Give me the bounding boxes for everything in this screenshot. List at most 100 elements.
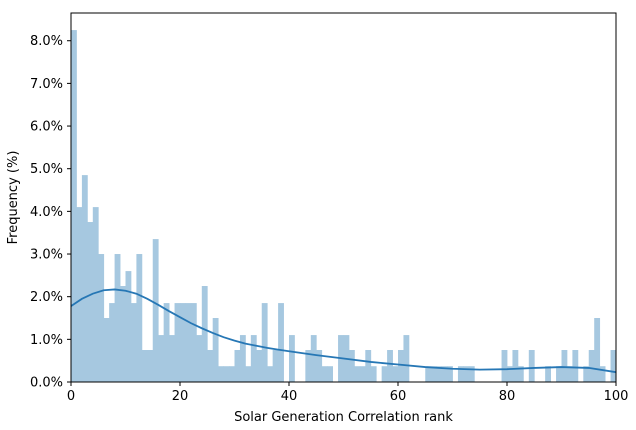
histogram-bar <box>430 366 437 382</box>
histogram-bar <box>556 366 562 382</box>
histogram-bar <box>103 318 110 382</box>
histogram-bar <box>272 350 279 382</box>
plot-area-frame <box>70 12 617 383</box>
histogram-bar <box>512 350 519 382</box>
histogram-bar <box>501 350 508 382</box>
histogram-bar <box>98 254 105 382</box>
histogram-bar <box>370 366 377 382</box>
histogram-bar <box>447 366 453 382</box>
histogram-bar <box>152 239 159 382</box>
histogram-bar <box>425 366 432 382</box>
histogram-bar <box>398 350 404 382</box>
histogram-bar <box>594 318 601 382</box>
histogram-bar <box>76 207 83 382</box>
histogram-bar <box>403 335 410 382</box>
histogram-bar <box>359 366 366 382</box>
histogram-bar <box>136 254 143 382</box>
histogram-bar <box>169 335 175 382</box>
histogram-bar <box>174 303 181 382</box>
histogram-bar <box>457 366 464 382</box>
histogram-bar <box>158 335 165 382</box>
histogram-bar <box>185 303 192 382</box>
histogram-bar <box>256 350 263 382</box>
histogram-bar <box>583 366 590 382</box>
histogram-bar <box>201 286 208 382</box>
histogram-bar <box>196 335 203 382</box>
y-axis-ticks: 0.0% 1.0% 2.0% 3.0% 4.0% 5.0% 6.0% 7.0% 8.0% <box>30 34 71 391</box>
histogram-bar <box>87 222 94 382</box>
x-tick-label: 0 <box>67 389 75 404</box>
histogram-bar <box>381 366 388 382</box>
histogram-bar <box>141 350 148 382</box>
x-tick-label: 100 <box>604 389 629 404</box>
histogram-bar <box>125 271 132 382</box>
histogram-bar <box>163 303 170 382</box>
histogram-bar <box>365 350 372 382</box>
y-axis-label: Frequency (%) <box>6 151 21 245</box>
histogram-bar <box>310 335 317 382</box>
histogram-bar <box>588 350 595 382</box>
histogram-bar <box>392 366 399 382</box>
x-tick-label: 60 <box>390 389 407 404</box>
histogram-bar <box>354 366 361 382</box>
histogram-bar <box>572 350 579 382</box>
histogram-bar <box>207 350 214 382</box>
histogram-bar <box>239 335 246 382</box>
y-tick-label: 2.0% <box>30 290 63 305</box>
y-tick-label: 8.0% <box>30 34 63 49</box>
histogram-bar <box>180 303 186 382</box>
histogram-bar <box>321 366 328 382</box>
histogram-bar <box>610 350 617 382</box>
histogram-bar <box>71 30 77 382</box>
histogram-bar <box>267 366 274 382</box>
y-tick-label: 3.0% <box>30 248 63 263</box>
histogram-bar <box>348 350 355 382</box>
histogram-bar <box>245 366 252 382</box>
histogram-bar <box>441 366 448 382</box>
histogram-bar <box>250 335 257 382</box>
histogram-bar <box>109 303 115 382</box>
histogram-bar <box>463 366 470 382</box>
histogram-bar <box>147 350 154 382</box>
histogram-bar <box>81 175 88 382</box>
histogram-bar <box>517 366 524 382</box>
histogram-bar <box>218 366 224 382</box>
histogram-bar <box>92 207 99 382</box>
kde-layer <box>70 288 617 374</box>
histogram-bar <box>566 366 573 382</box>
x-axis-label: Solar Generation Correlation rank <box>234 410 453 425</box>
x-axis-ticks: 0 20 40 60 80 100 <box>67 382 629 404</box>
histogram-bar <box>545 366 551 382</box>
y-tick-label: 5.0% <box>30 162 63 177</box>
histogram-bar <box>387 350 393 382</box>
histogram-bar <box>561 350 568 382</box>
histogram-bar <box>436 366 442 382</box>
histogram-bar <box>130 303 137 382</box>
histogram-bar <box>327 366 333 382</box>
histogram-bar <box>316 350 323 382</box>
histogram-bar <box>212 318 219 382</box>
x-tick-label: 20 <box>172 389 189 404</box>
kde-curve-line <box>70 288 617 374</box>
histogram-bar <box>190 303 197 382</box>
histogram-bar <box>223 366 230 382</box>
y-tick-label: 0.0% <box>30 376 63 391</box>
histogram-bar <box>278 303 284 382</box>
histogram-bar <box>120 286 126 382</box>
histogram-bar <box>229 366 235 382</box>
histogram-bar <box>468 366 475 382</box>
histogram-bar <box>599 366 606 382</box>
histogram-bar <box>289 335 295 382</box>
y-tick-label: 7.0% <box>30 77 63 92</box>
x-tick-label: 40 <box>281 389 298 404</box>
histogram-bar <box>305 350 312 382</box>
y-tick-label: 6.0% <box>30 120 63 135</box>
histogram-bars <box>71 30 617 382</box>
histogram-bar <box>234 350 241 382</box>
histogram-bar <box>261 303 268 382</box>
histogram-bar <box>528 350 535 382</box>
x-tick-label: 80 <box>499 389 516 404</box>
y-tick-label: 4.0% <box>30 205 63 220</box>
y-tick-label: 1.0% <box>30 333 63 348</box>
